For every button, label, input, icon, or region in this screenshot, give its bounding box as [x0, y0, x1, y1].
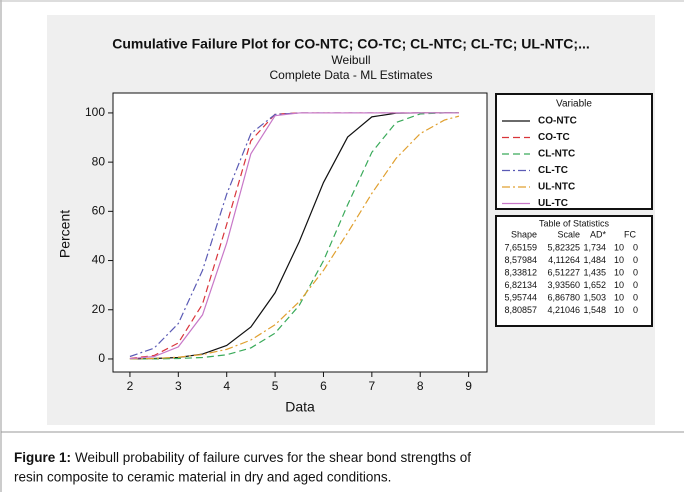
table-header: Scale — [557, 229, 580, 239]
table-cell: 3,93560 — [547, 280, 580, 290]
table-cell: 1,484 — [583, 255, 606, 265]
x-tick-label: 5 — [272, 379, 279, 393]
chart-title: Cumulative Failure Plot for CO-NTC; CO-T… — [112, 36, 590, 52]
table-cell: 10 — [614, 242, 624, 252]
chart-subtitle: Complete Data - ML Estimates — [270, 68, 433, 82]
y-tick-label: 20 — [92, 302, 106, 316]
table-header: FC — [624, 229, 636, 239]
caption-text: Weibull probability of failure curves fo… — [75, 450, 471, 465]
plot-area — [112, 92, 488, 373]
table-cell: 0 — [633, 267, 638, 277]
table-cell: 1,435 — [583, 267, 606, 277]
series-line — [129, 112, 459, 360]
table-title: Table of Statistics — [539, 218, 610, 228]
table-cell: 6,82134 — [504, 280, 537, 290]
table-cell: 8,80857 — [504, 305, 537, 315]
chart-subtitle: Weibull — [331, 53, 370, 67]
legend-label: UL-NTC — [538, 182, 575, 193]
table-cell: 5,82325 — [547, 242, 580, 252]
table-cell: 4,11264 — [548, 255, 580, 265]
table-cell: 4,21046 — [547, 305, 580, 315]
table-cell: 1,548 — [583, 305, 606, 315]
caption-label: Figure 1: — [14, 450, 71, 465]
x-tick-label: 7 — [369, 379, 376, 393]
table-cell: 0 — [633, 242, 638, 252]
caption-text: resin composite to ceramic material in d… — [14, 470, 391, 485]
table-cell: 10 — [614, 280, 624, 290]
x-tick-label: 4 — [223, 379, 230, 393]
x-tick-label: 3 — [175, 379, 182, 393]
x-tick-label: 2 — [127, 379, 134, 393]
table-cell: 0 — [633, 305, 638, 315]
y-axis-label: Percent — [57, 210, 73, 258]
table-cell: 8,57984 — [504, 255, 537, 265]
table-cell: 10 — [614, 305, 624, 315]
table-cell: 6,86780 — [547, 292, 580, 302]
table-cell: 1,503 — [583, 292, 606, 302]
table-cell: 7,65159 — [504, 242, 537, 252]
series-line — [129, 112, 459, 360]
legend — [495, 93, 653, 210]
x-tick-label: 8 — [417, 379, 424, 393]
legend-label: CO-NTC — [538, 116, 577, 127]
table-cell: 10 — [614, 292, 624, 302]
legend-label: CL-NTC — [538, 149, 575, 160]
y-tick-label: 80 — [92, 154, 106, 168]
table-cell: 0 — [633, 280, 638, 290]
y-tick-label: 40 — [92, 253, 106, 267]
legend-label: CO-TC — [538, 132, 570, 143]
table-cell: 0 — [633, 292, 638, 302]
y-tick-label: 60 — [92, 204, 106, 218]
table-header: Shape — [511, 229, 537, 239]
table-cell: 8,33812 — [504, 267, 537, 277]
x-tick-label: 6 — [320, 379, 327, 393]
legend-title: Variable — [556, 99, 592, 110]
y-tick-label: 0 — [98, 351, 105, 365]
table-cell: 10 — [614, 267, 624, 277]
table-cell: 10 — [614, 255, 624, 265]
y-tick-label: 100 — [85, 105, 105, 119]
statistics-table — [495, 215, 653, 327]
table-cell: 0 — [633, 255, 638, 265]
legend-label: CL-TC — [538, 165, 568, 176]
table-cell: 1,734 — [583, 242, 606, 252]
table-header: AD* — [590, 229, 607, 239]
table-cell: 5,95744 — [504, 292, 537, 302]
table-cell: 1,652 — [583, 280, 606, 290]
x-axis-label: Data — [285, 399, 315, 415]
x-tick-label: 9 — [465, 379, 472, 393]
legend-label: UL-TC — [538, 198, 568, 209]
caption: Figure 1: Weibull probability of failure … — [14, 450, 471, 465]
table-cell: 6,51227 — [547, 267, 580, 277]
